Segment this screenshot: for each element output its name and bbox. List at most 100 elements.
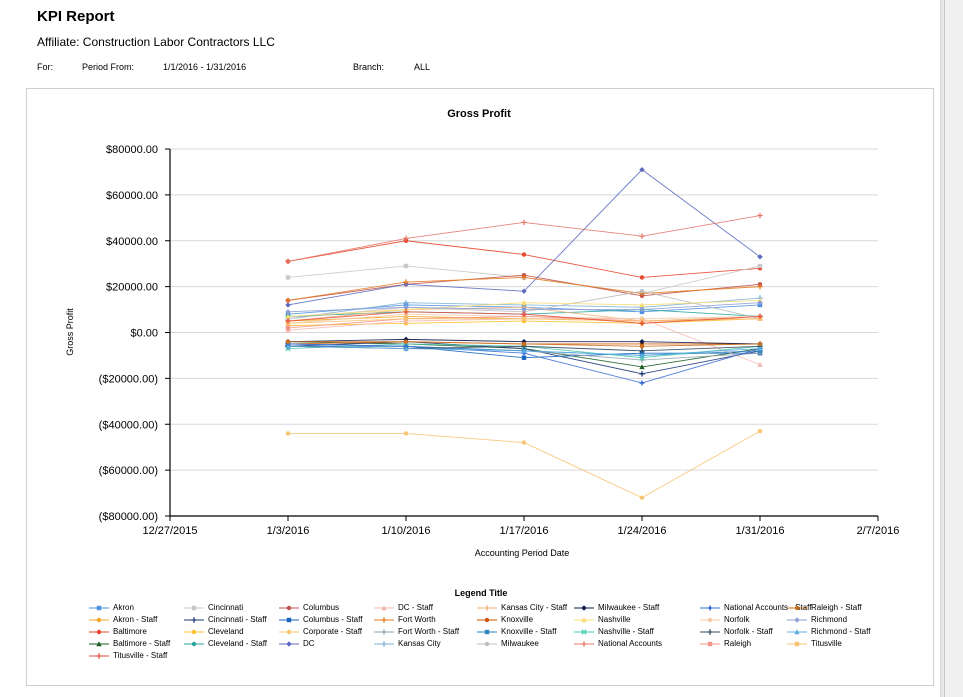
legend-marker [581, 605, 587, 611]
legend-label: Fort Worth [398, 615, 436, 624]
legend-label: Nashville - Staff [598, 627, 654, 636]
legend-marker [794, 605, 800, 611]
legend-marker [96, 629, 102, 635]
legend-label: Baltimore - Staff [113, 639, 171, 648]
legend-label: Titusville [811, 639, 842, 648]
legend-swatch [700, 617, 720, 623]
legend-marker [581, 617, 587, 623]
legend-marker [794, 641, 800, 647]
legend-swatch [89, 617, 109, 623]
legend-swatch [374, 605, 394, 611]
legend-marker [381, 617, 387, 623]
legend-label: Raleigh [724, 639, 752, 648]
legend-label: Richmond [811, 615, 848, 624]
legend-swatch [184, 617, 204, 623]
legend-marker [484, 641, 490, 647]
legend-label: Knoxville - Staff [501, 627, 557, 636]
legend-marker [286, 641, 292, 647]
legend-swatch [184, 629, 204, 635]
legend-swatch [279, 617, 299, 623]
legend-swatch [184, 605, 204, 611]
legend-swatch [700, 629, 720, 635]
legend-swatch [374, 629, 394, 635]
branch-label: Branch: [353, 62, 385, 72]
legend-marker [191, 617, 197, 623]
legend-marker [581, 641, 587, 647]
legend-swatch [787, 629, 807, 635]
legend-marker [96, 605, 102, 611]
branch-value: ALL [414, 62, 431, 72]
legend-swatch [574, 629, 594, 635]
legend-label: National Accounts - Staff [724, 603, 812, 612]
legend-swatch [374, 641, 394, 647]
legend-swatch [700, 641, 720, 647]
legend-label: Kansas City [398, 639, 441, 648]
legend-swatch [787, 605, 807, 611]
legend-marker [581, 629, 587, 635]
legend-marker [96, 617, 102, 623]
legend-swatch [477, 629, 497, 635]
legend-swatch [184, 641, 204, 647]
page-shadow [940, 0, 944, 697]
legend-marker [286, 605, 292, 611]
legend-marker [96, 641, 102, 647]
legend-swatch [574, 641, 594, 647]
legend-label: Cincinnati - Staff [208, 615, 267, 624]
legend-marker [381, 641, 387, 647]
affiliate-label: Affiliate: Construction Labor Contractor… [37, 35, 275, 49]
report-title: KPI Report [37, 8, 115, 25]
legend-label: National Accounts [598, 639, 663, 648]
legend-marker [191, 641, 197, 647]
legend-label: Kansas City - Staff [501, 603, 568, 612]
legend-swatch [787, 617, 807, 623]
legend-label: Baltimore [113, 627, 147, 636]
legend-marker [484, 629, 490, 635]
legend-swatch [89, 641, 109, 647]
legend-label: Corporate - Staff [303, 627, 362, 636]
legend-marker [286, 617, 292, 623]
legend-marker [484, 617, 490, 623]
period-value: 1/1/2016 - 1/31/2016 [163, 62, 247, 72]
legend-swatch [279, 641, 299, 647]
legend-marker [794, 617, 800, 623]
legend-label: Knoxville [501, 615, 534, 624]
legend-label: Cleveland - Staff [208, 639, 267, 648]
legend-label: Columbus - Staff [303, 615, 363, 624]
legend-label: Cleveland [208, 627, 244, 636]
legend-label: Cincinnati [208, 603, 244, 612]
legend-label: Akron [113, 603, 134, 612]
legend-swatch [374, 617, 394, 623]
legend-swatch [700, 604, 720, 612]
legend-label: Norfolk [724, 615, 750, 624]
legend-swatch [787, 641, 807, 647]
legend-label: Fort Worth - Staff [398, 627, 460, 636]
period-label: Period From: [82, 62, 135, 72]
legend-swatch [477, 641, 497, 647]
page-edge [944, 0, 963, 697]
legend-label: Raleigh - Staff [811, 603, 862, 612]
legend-swatch [574, 605, 594, 611]
legend-swatch [574, 617, 594, 623]
legend-marker [707, 629, 713, 635]
legend-label: Columbus [303, 603, 340, 612]
legend-label: Nashville [598, 615, 631, 624]
legend-label: Titusville - Staff [113, 651, 168, 660]
legend-label: Akron - Staff [113, 615, 158, 624]
legend-marker [381, 629, 387, 635]
legend-marker [484, 605, 490, 611]
legend-marker [191, 629, 197, 635]
legend-marker [794, 629, 800, 635]
legend-swatch [279, 605, 299, 611]
legend-label: Milwaukee [501, 639, 539, 648]
legend-swatch [477, 605, 497, 611]
legend-swatch [477, 617, 497, 623]
legend-label: Richmond - Staff [811, 627, 871, 636]
legend-marker [706, 604, 714, 612]
legend-marker [96, 653, 102, 659]
legend-label: DC - Staff [398, 603, 433, 612]
legend-swatch [89, 605, 109, 611]
legend-marker [707, 641, 713, 647]
legend-label: Milwaukee - Staff [598, 603, 660, 612]
legend-label: DC [303, 639, 315, 648]
for-label: For: [37, 62, 54, 72]
